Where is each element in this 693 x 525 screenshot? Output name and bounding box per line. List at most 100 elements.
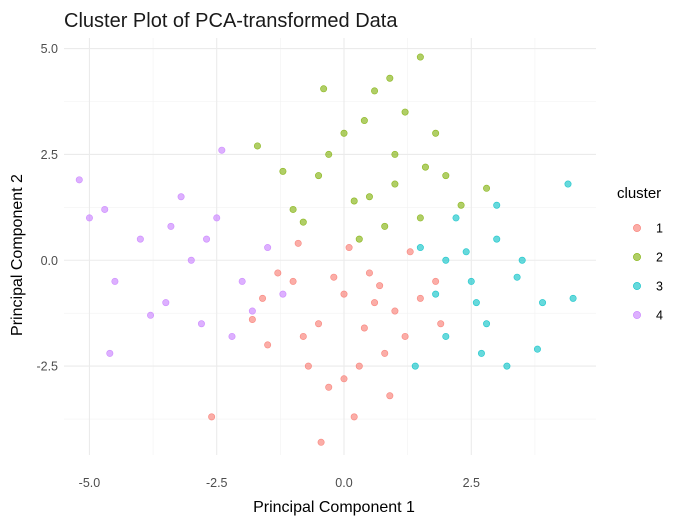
y-tick-label: -2.5 xyxy=(36,360,58,374)
data-point xyxy=(304,362,312,370)
data-point xyxy=(340,290,348,298)
data-point xyxy=(432,290,440,298)
series-cluster-2 xyxy=(253,53,491,243)
legend-key xyxy=(633,282,641,290)
data-point xyxy=(381,349,389,357)
data-point xyxy=(442,172,450,180)
data-point xyxy=(228,332,236,340)
data-point xyxy=(111,277,119,285)
data-point xyxy=(289,277,297,285)
data-point xyxy=(406,248,414,256)
data-point xyxy=(442,332,450,340)
data-point xyxy=(350,197,358,205)
data-point xyxy=(381,222,389,230)
legend-label: 1 xyxy=(656,222,663,236)
data-point xyxy=(401,108,409,116)
data-point xyxy=(432,277,440,285)
data-point xyxy=(416,294,424,302)
legend-label: 4 xyxy=(656,309,663,323)
data-point xyxy=(365,193,373,201)
data-point xyxy=(248,307,256,315)
data-point xyxy=(493,201,501,209)
data-point xyxy=(187,256,195,264)
data-point xyxy=(203,235,211,243)
data-point xyxy=(253,142,261,150)
data-point xyxy=(147,311,155,319)
data-point xyxy=(569,294,577,302)
data-point xyxy=(411,362,419,370)
data-point xyxy=(386,392,394,400)
legend-key xyxy=(633,311,641,319)
data-point xyxy=(259,294,267,302)
data-point xyxy=(518,256,526,264)
data-point xyxy=(75,176,83,184)
data-point xyxy=(477,349,485,357)
legend-key xyxy=(633,224,641,232)
data-point xyxy=(416,244,424,252)
y-tick-label: 5.0 xyxy=(41,42,58,56)
chart-title: Cluster Plot of PCA-transformed Data xyxy=(64,10,398,32)
data-point xyxy=(539,299,547,307)
series-cluster-3 xyxy=(411,180,577,370)
data-point xyxy=(315,320,323,328)
legend-key xyxy=(633,253,641,261)
data-point xyxy=(208,413,216,421)
data-point xyxy=(432,129,440,137)
data-point xyxy=(101,205,109,213)
data-point xyxy=(401,332,409,340)
data-point xyxy=(264,244,272,252)
data-point xyxy=(386,74,394,82)
data-point xyxy=(274,269,282,277)
data-point xyxy=(391,307,399,315)
data-point xyxy=(452,214,460,222)
data-point xyxy=(462,248,470,256)
data-point xyxy=(294,239,302,247)
data-point xyxy=(197,320,205,328)
data-point xyxy=(325,383,333,391)
y-axis-title: Principal Component 2 xyxy=(9,174,26,336)
data-point xyxy=(330,273,338,281)
data-point xyxy=(355,235,363,243)
data-point xyxy=(360,117,368,125)
data-point xyxy=(503,362,511,370)
x-axis-title: Principal Component 1 xyxy=(253,499,415,516)
data-point xyxy=(421,163,429,171)
data-point xyxy=(533,345,541,353)
data-point xyxy=(315,172,323,180)
y-tick-label: 0.0 xyxy=(41,254,58,268)
x-tick-label: -2.5 xyxy=(206,476,228,490)
data-point xyxy=(437,320,445,328)
data-point xyxy=(457,201,465,209)
y-tick-label: 2.5 xyxy=(41,148,58,162)
y-tick-labels: -2.5 0.0 2.5 5.0 xyxy=(36,42,58,374)
data-point xyxy=(340,375,348,383)
data-point xyxy=(325,150,333,158)
data-point xyxy=(279,290,287,298)
data-point xyxy=(248,316,256,324)
legend-label: 2 xyxy=(656,251,663,265)
data-point xyxy=(177,193,185,201)
x-tick-labels: -5.0 -2.5 0.0 2.5 xyxy=(79,476,480,490)
data-point xyxy=(299,218,307,226)
series-cluster-4 xyxy=(75,146,287,357)
data-point xyxy=(289,205,297,213)
data-point xyxy=(355,362,363,370)
data-point xyxy=(106,349,114,357)
data-point xyxy=(467,277,475,285)
data-point xyxy=(483,320,491,328)
data-point xyxy=(483,184,491,192)
data-point xyxy=(371,299,379,307)
data-point xyxy=(376,282,384,290)
data-point xyxy=(213,214,221,222)
data-point xyxy=(442,256,450,264)
data-point xyxy=(340,129,348,137)
data-point xyxy=(360,324,368,332)
data-point xyxy=(345,244,353,252)
data-point xyxy=(167,222,175,230)
data-point xyxy=(391,150,399,158)
data-point xyxy=(493,235,501,243)
data-point xyxy=(317,438,325,446)
points xyxy=(75,53,577,446)
data-point xyxy=(365,269,373,277)
data-point xyxy=(85,214,93,222)
